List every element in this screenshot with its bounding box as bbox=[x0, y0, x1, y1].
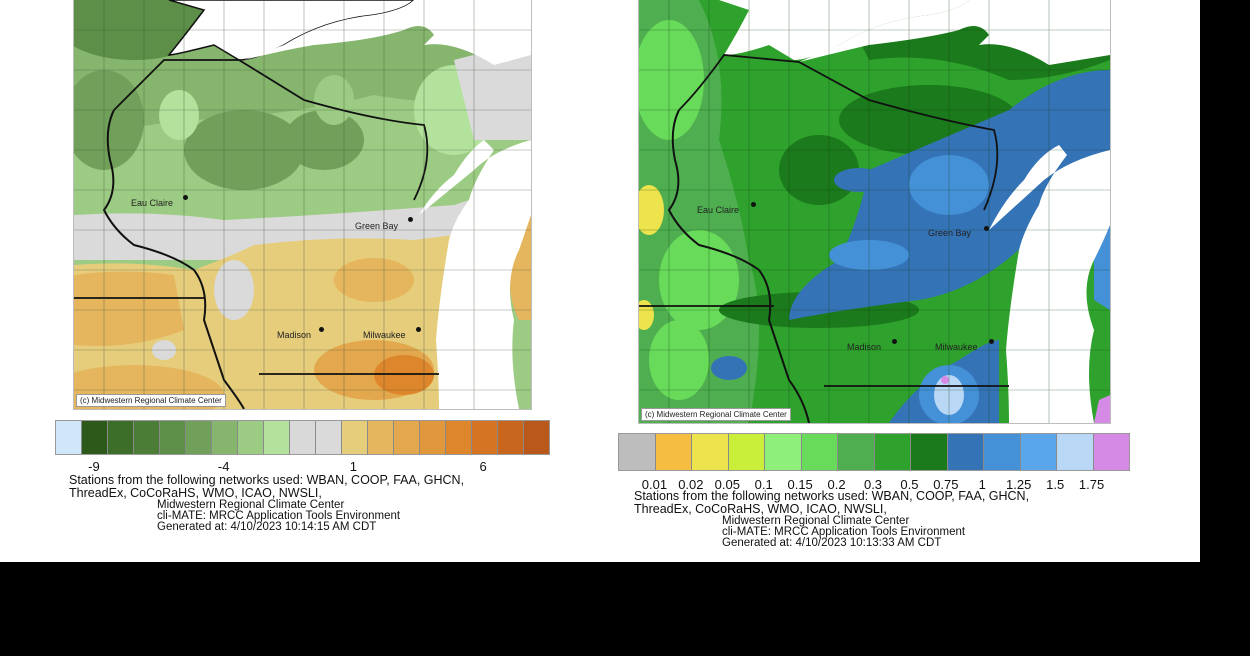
right-map-graphic bbox=[639, 0, 1110, 423]
city-marker bbox=[319, 327, 324, 332]
city-marker bbox=[892, 339, 897, 344]
colorbar-tick-label: 0.2 bbox=[827, 477, 846, 492]
colorbar-swatch bbox=[446, 421, 472, 454]
colorbar-swatch bbox=[1020, 434, 1057, 470]
left-footer: Stations from the following networks use… bbox=[69, 474, 464, 533]
maps-panel: (c) Midwestern Regional Climate Center E… bbox=[0, 0, 1200, 562]
colorbar-swatch bbox=[728, 434, 765, 470]
city-marker bbox=[408, 217, 413, 222]
colorbar-tick-label: 0.02 bbox=[678, 477, 704, 492]
colorbar-tick-label: 6 bbox=[479, 459, 487, 474]
city-label-green-bay: Green Bay bbox=[355, 221, 399, 231]
colorbar-swatch bbox=[765, 434, 802, 470]
colorbar-swatch bbox=[498, 421, 524, 454]
colorbar-swatch bbox=[212, 421, 238, 454]
colorbar-tick-label: -4 bbox=[217, 459, 230, 474]
right-map-precipitation: (c) Midwestern Regional Climate Center bbox=[638, 0, 1111, 424]
city-marker bbox=[751, 202, 756, 207]
colorbar-swatch bbox=[838, 434, 875, 470]
colorbar-swatch bbox=[801, 434, 838, 470]
city-marker bbox=[183, 195, 188, 200]
footer-networks-line1: Stations from the following networks use… bbox=[69, 473, 465, 487]
colorbar-swatch bbox=[472, 421, 498, 454]
colorbar-swatch bbox=[316, 421, 342, 454]
colorbar-tick-label: 1.75 bbox=[1078, 477, 1105, 492]
city-label-eau-claire: Eau Claire bbox=[697, 205, 740, 215]
city-label-milwaukee: Milwaukee bbox=[935, 342, 978, 352]
colorbar-tick-label: 0.1 bbox=[754, 477, 773, 492]
left-colorbar-ticks: -9 -4 1 6 bbox=[55, 459, 548, 474]
colorbar-swatch bbox=[186, 421, 212, 454]
colorbar-tick-label: 0.15 bbox=[787, 477, 813, 492]
footer-networks-line1: Stations from the following networks use… bbox=[634, 489, 1030, 503]
colorbar-swatch bbox=[1093, 434, 1129, 470]
left-map-temperature-departure: (c) Midwestern Regional Climate Center bbox=[73, 0, 532, 410]
right-colorbar-ticks: 0.01 0.02 0.05 0.1 0.15 0.2 0.3 0.5 0.75 1 1.25 1.5… bbox=[618, 477, 1128, 492]
colorbar-swatch bbox=[56, 421, 82, 454]
colorbar-swatch bbox=[1057, 434, 1094, 470]
footer-networks-line2: ThreadEx, CoCoRaHS, WMO, ICAO, NWSLI, bbox=[634, 502, 887, 516]
footer-tool: cli-MATE: MRCC Application Tools Environ… bbox=[157, 510, 401, 522]
colorbar-tick-label: 0.05 bbox=[714, 477, 740, 492]
colorbar-tick-label: -9 bbox=[88, 459, 100, 474]
map-credit: (c) Midwestern Regional Climate Center bbox=[641, 408, 791, 421]
colorbar-swatch bbox=[342, 421, 368, 454]
footer-generated: Generated at: 4/10/2023 10:14:15 AM CDT bbox=[157, 521, 377, 533]
footer-generated: Generated at: 4/10/2023 10:13:33 AM CDT bbox=[722, 537, 942, 549]
colorbar-tick-label: 1 bbox=[349, 459, 358, 474]
city-marker bbox=[989, 339, 994, 344]
city-label-milwaukee: Milwaukee bbox=[363, 330, 406, 340]
colorbar-swatch bbox=[368, 421, 394, 454]
city-marker bbox=[984, 226, 989, 231]
colorbar-swatch bbox=[984, 434, 1021, 470]
city-label-green-bay: Green Bay bbox=[928, 228, 972, 238]
colorbar-tick-label: 0.75 bbox=[933, 477, 959, 492]
colorbar-swatch bbox=[108, 421, 134, 454]
colorbar-swatch bbox=[524, 421, 549, 454]
colorbar-swatch bbox=[655, 434, 692, 470]
map-credit: (c) Midwestern Regional Climate Center bbox=[76, 394, 226, 407]
colorbar-tick-label: 0.3 bbox=[863, 477, 883, 492]
colorbar-tick-label: 1.25 bbox=[1006, 477, 1032, 492]
left-map-graphic bbox=[74, 0, 531, 409]
colorbar-swatch bbox=[290, 421, 316, 454]
colorbar-swatch bbox=[692, 434, 729, 470]
footer-org: Midwestern Regional Climate Center bbox=[722, 515, 910, 527]
colorbar-swatch bbox=[82, 421, 108, 454]
city-label-madison: Madison bbox=[847, 342, 882, 352]
colorbar-swatch bbox=[394, 421, 420, 454]
footer-tool: cli-MATE: MRCC Application Tools Environ… bbox=[722, 526, 966, 538]
colorbar-swatch bbox=[264, 421, 290, 454]
right-footer: Stations from the following networks use… bbox=[634, 490, 1029, 549]
colorbar-tick-label: 0.01 bbox=[641, 477, 668, 492]
colorbar-swatch bbox=[420, 421, 446, 454]
colorbar-swatch bbox=[619, 434, 656, 470]
colorbar-tick-label: 1.5 bbox=[1046, 477, 1065, 492]
left-colorbar bbox=[55, 420, 550, 455]
colorbar-swatch bbox=[238, 421, 264, 454]
city-marker bbox=[416, 327, 421, 332]
footer-org: Midwestern Regional Climate Center bbox=[157, 499, 345, 511]
colorbar-tick-label: 0.5 bbox=[900, 477, 919, 492]
colorbar-swatch bbox=[911, 434, 948, 470]
city-label-madison: Madison bbox=[277, 330, 312, 340]
city-label-eau-claire: Eau Claire bbox=[131, 198, 174, 208]
colorbar-swatch bbox=[947, 434, 984, 470]
right-colorbar bbox=[618, 433, 1130, 471]
colorbar-swatch bbox=[160, 421, 186, 454]
colorbar-tick-label: 1 bbox=[978, 477, 986, 492]
footer-networks-line2: ThreadEx, CoCoRaHS, WMO, ICAO, NWSLI, bbox=[69, 486, 322, 500]
colorbar-swatch bbox=[874, 434, 911, 470]
colorbar-swatch bbox=[134, 421, 160, 454]
